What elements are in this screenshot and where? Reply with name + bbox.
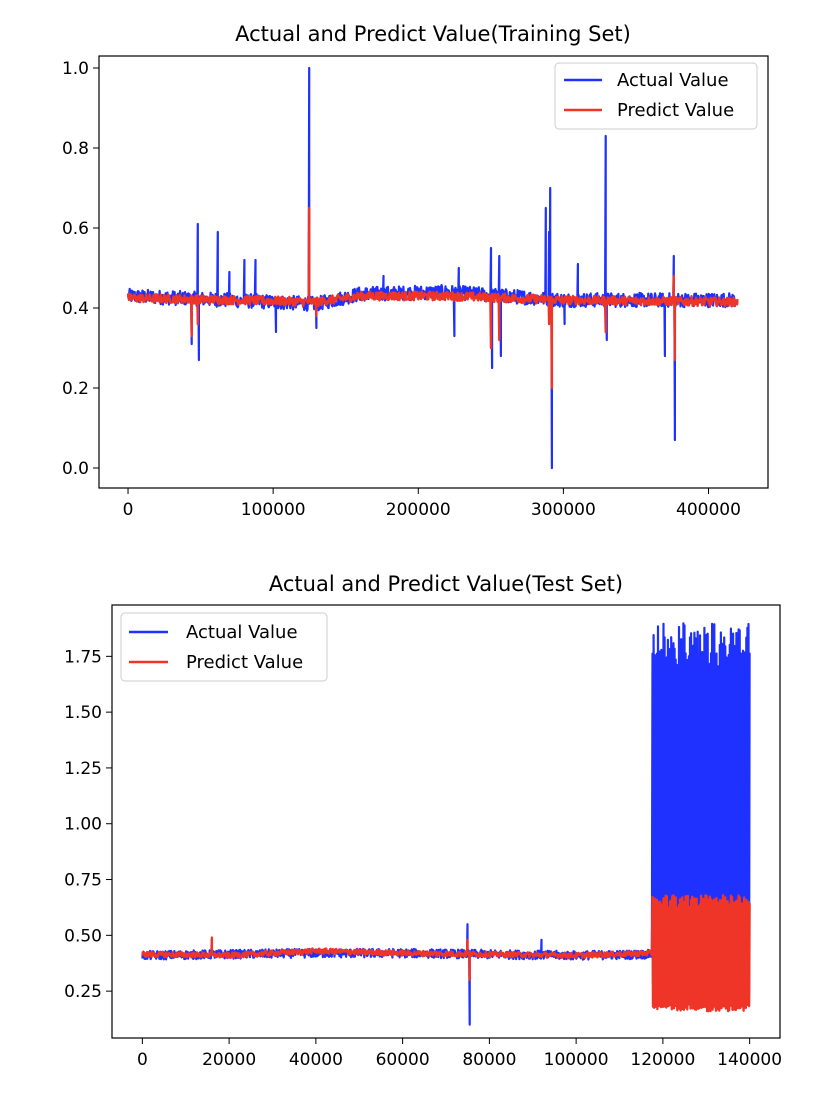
x-tick-label: 140000 (717, 1050, 782, 1070)
chart-training-legend: Actual Value Predict Value (554, 62, 758, 130)
x-tick-label: 0 (137, 1050, 148, 1070)
chart-training-plot-area (126, 66, 739, 470)
y-tick-label: 0.0 (62, 459, 89, 479)
x-tick-label: 100000 (241, 500, 306, 520)
chart-test-ticks: 0 20000 40000 60000 80000 100000 120000 140000 0… (64, 647, 782, 1070)
chart-training-title: Actual and Predict Value(Training Set) (235, 22, 631, 46)
y-tick-label: 1.25 (64, 759, 102, 779)
x-tick-label: 200000 (386, 500, 451, 520)
chart-test: Actual and Predict Value(Test Set) 0 2000… (64, 572, 782, 1070)
y-tick-label: 1.75 (64, 647, 102, 667)
y-tick-label: 1.0 (62, 59, 89, 79)
x-tick-label: 400000 (676, 500, 741, 520)
series-line-predict (126, 206, 739, 390)
x-tick-label: 40000 (289, 1050, 343, 1070)
y-tick-label: 0.2 (62, 379, 89, 399)
legend-label-predict: Predict Value (186, 652, 303, 673)
chart-training: Actual and Predict Value(Training Set) 0… (62, 22, 769, 520)
chart-test-plot-area (141, 622, 751, 1026)
series-line-actual (141, 622, 751, 1026)
y-tick-label: 0.6 (62, 219, 89, 239)
chart-test-title: Actual and Predict Value(Test Set) (269, 572, 623, 596)
x-tick-label: 80000 (462, 1050, 516, 1070)
y-tick-label: 1.00 (64, 815, 102, 835)
y-tick-label: 0.75 (64, 871, 102, 891)
x-tick-label: 0 (123, 500, 134, 520)
chart-test-frame (111, 604, 781, 1039)
x-tick-label: 120000 (630, 1050, 695, 1070)
series-line-predict (141, 894, 751, 1013)
legend-label-predict: Predict Value (617, 100, 734, 121)
legend-box (554, 62, 758, 130)
chart-training-ticks: 0 100000 200000 300000 400000 0.0 0.2 0.4 0.6 0.8… (62, 59, 741, 520)
y-tick-label: 0.50 (64, 926, 102, 946)
x-tick-label: 300000 (531, 500, 596, 520)
x-tick-label: 20000 (202, 1050, 256, 1070)
legend-label-actual: Actual Value (617, 70, 729, 91)
chart-test-legend: Actual Value Predict Value (120, 612, 328, 682)
legend-box (120, 612, 328, 682)
x-tick-label: 100000 (544, 1050, 609, 1070)
y-tick-label: 0.4 (62, 299, 89, 319)
y-tick-label: 0.8 (62, 139, 89, 159)
chart-training-frame (98, 55, 769, 489)
y-tick-label: 1.50 (64, 703, 102, 723)
x-tick-label: 60000 (376, 1050, 430, 1070)
legend-label-actual: Actual Value (186, 622, 298, 643)
y-tick-label: 0.25 (64, 982, 102, 1002)
